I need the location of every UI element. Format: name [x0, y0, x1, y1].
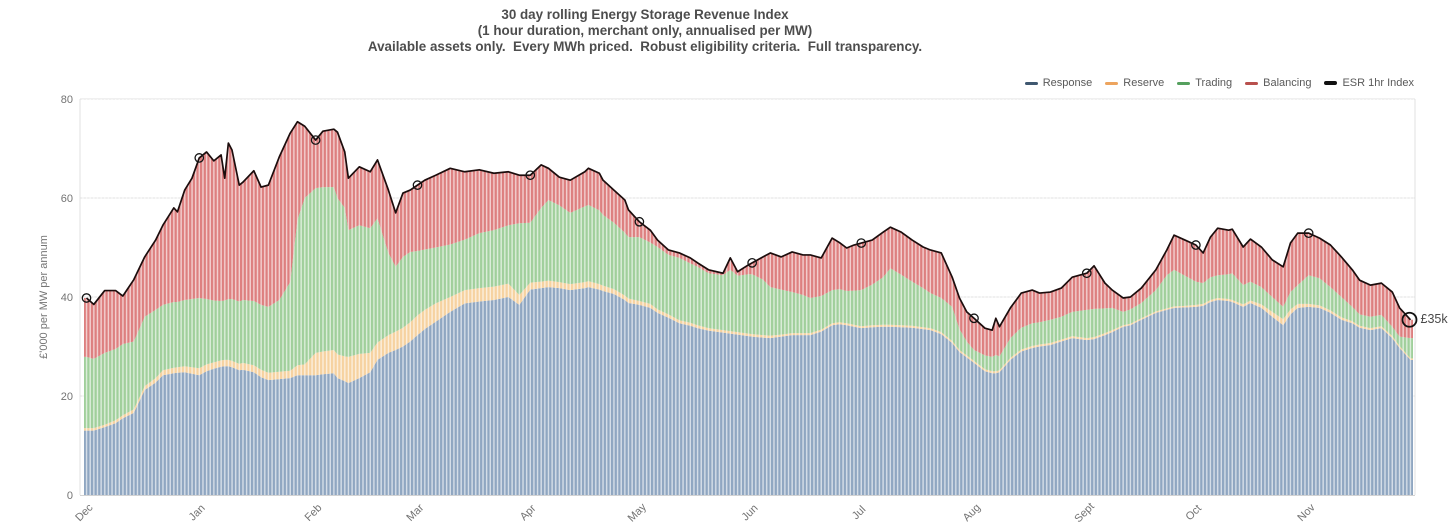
legend-item-balancing[interactable]: Balancing [1245, 77, 1311, 89]
month-marker [310, 135, 321, 145]
legend-item-response[interactable]: Response [1024, 77, 1093, 89]
y-tick-label-40: 40 [61, 292, 73, 304]
month-marker [634, 216, 645, 227]
month-marker [1081, 268, 1092, 279]
x-tick-label-jun: Jun [739, 502, 760, 523]
legend-swatch-icon [1024, 81, 1038, 85]
end-marker [1401, 311, 1418, 328]
legend-item-reserve[interactable]: Reserve [1105, 77, 1164, 89]
month-marker [747, 257, 757, 268]
x-tick-label-nov: Nov [1295, 501, 1318, 524]
legend-item-trading[interactable]: Trading [1177, 77, 1232, 89]
legend-swatch-icon [1245, 81, 1259, 85]
legend-item-label: Response [1042, 77, 1093, 89]
bar-stripe-overlay [82, 99, 1414, 495]
legend-swatch-icon [1324, 81, 1338, 85]
legend-item-label: ESR 1hr Index [1342, 77, 1414, 89]
month-marker [1191, 240, 1201, 250]
y-tick-label-80: 80 [61, 94, 73, 106]
month-marker [969, 313, 979, 324]
x-tick-label-dec: Dec [73, 501, 96, 524]
legend-swatch-icon [1105, 81, 1119, 85]
x-tick-label-oct: Oct [1183, 503, 1204, 524]
esr-index-line-group [81, 120, 1418, 332]
legend-item-label: Balancing [1263, 77, 1312, 89]
legend-item-label: Reserve [1123, 77, 1165, 89]
month-marker [856, 238, 867, 248]
x-tick-label-jan: Jan [187, 502, 208, 523]
x-tick-label-sept: Sept [1072, 501, 1096, 525]
x-tick-label-apr: Apr [518, 502, 539, 523]
stacked-bar-areas [82, 99, 1414, 495]
month-marker [525, 170, 536, 181]
x-tick-label-may: May [626, 501, 650, 525]
chart-title: 30 day rolling Energy Storage Revenue In… [0, 7, 1290, 55]
month-marker [81, 293, 92, 303]
legend-item-label: Trading [1195, 77, 1233, 89]
month-marker [194, 153, 205, 163]
x-tick-label-aug: Aug [961, 502, 983, 524]
legend-item-esr-1hr-index[interactable]: ESR 1hr Index [1324, 77, 1414, 89]
end-value-annotation: £35k [1420, 311, 1448, 326]
y-tick-label-20: 20 [61, 391, 73, 403]
month-marker [412, 180, 423, 190]
chart-title-line1: 30 day rolling Energy Storage Revenue In… [501, 7, 789, 22]
chart-legend: Response Reserve Trading Balancing ESR 1hr I… [0, 77, 1414, 89]
month-marker [1303, 228, 1314, 238]
legend-swatch-icon [1177, 81, 1191, 85]
y-tick-label-60: 60 [61, 193, 73, 205]
chart-title-line2: (1 hour duration, merchant only, annuali… [477, 23, 813, 38]
y-tick-label-0: 0 [67, 490, 73, 502]
x-tick-label-mar: Mar [404, 502, 426, 524]
chart-title-line3: Available assets only. Every MWh priced.… [367, 39, 923, 54]
x-tick-label-jul: Jul [850, 504, 868, 522]
x-tick-label-feb: Feb [303, 502, 325, 524]
esr-index-line [85, 120, 1412, 332]
